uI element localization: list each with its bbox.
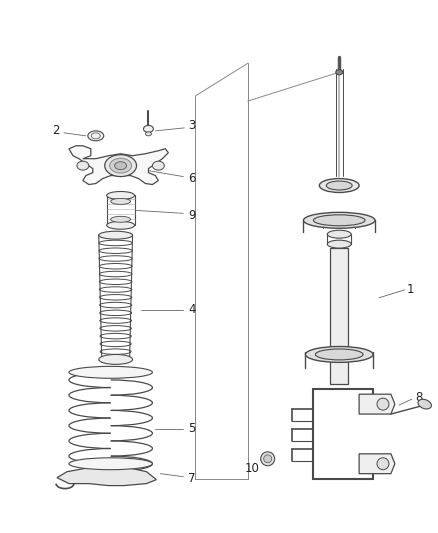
Ellipse shape bbox=[319, 179, 359, 192]
Text: 7: 7 bbox=[188, 472, 196, 485]
Text: 5: 5 bbox=[188, 423, 196, 435]
Ellipse shape bbox=[418, 399, 431, 409]
Text: 6: 6 bbox=[188, 172, 196, 185]
Ellipse shape bbox=[314, 215, 365, 226]
Text: 9: 9 bbox=[188, 209, 196, 222]
Ellipse shape bbox=[305, 346, 373, 362]
Text: 4: 4 bbox=[188, 303, 196, 316]
Ellipse shape bbox=[107, 191, 134, 199]
Ellipse shape bbox=[261, 452, 275, 466]
Ellipse shape bbox=[326, 181, 352, 190]
Ellipse shape bbox=[105, 155, 137, 176]
Ellipse shape bbox=[315, 349, 363, 360]
Ellipse shape bbox=[336, 70, 343, 75]
Ellipse shape bbox=[99, 231, 133, 239]
Ellipse shape bbox=[377, 458, 389, 470]
Text: 1: 1 bbox=[407, 284, 414, 296]
Bar bbox=[330, 248, 348, 384]
Text: 3: 3 bbox=[188, 119, 196, 132]
Ellipse shape bbox=[69, 458, 152, 470]
Polygon shape bbox=[359, 394, 395, 414]
Ellipse shape bbox=[152, 161, 164, 170]
Ellipse shape bbox=[110, 158, 131, 173]
Ellipse shape bbox=[327, 240, 351, 248]
Ellipse shape bbox=[88, 131, 104, 141]
Ellipse shape bbox=[264, 455, 272, 463]
Ellipse shape bbox=[111, 216, 131, 222]
Ellipse shape bbox=[144, 125, 153, 132]
Polygon shape bbox=[57, 466, 156, 486]
Polygon shape bbox=[69, 146, 168, 184]
Ellipse shape bbox=[377, 398, 389, 410]
Ellipse shape bbox=[145, 132, 152, 136]
Ellipse shape bbox=[111, 198, 131, 204]
Text: 8: 8 bbox=[415, 391, 422, 403]
Ellipse shape bbox=[304, 212, 375, 228]
Ellipse shape bbox=[77, 161, 89, 170]
Ellipse shape bbox=[115, 161, 127, 169]
Ellipse shape bbox=[107, 221, 134, 229]
Ellipse shape bbox=[99, 354, 133, 365]
Text: 2: 2 bbox=[52, 124, 60, 138]
Ellipse shape bbox=[327, 230, 351, 238]
Text: 10: 10 bbox=[244, 462, 259, 475]
Polygon shape bbox=[359, 454, 395, 474]
Ellipse shape bbox=[69, 366, 152, 378]
